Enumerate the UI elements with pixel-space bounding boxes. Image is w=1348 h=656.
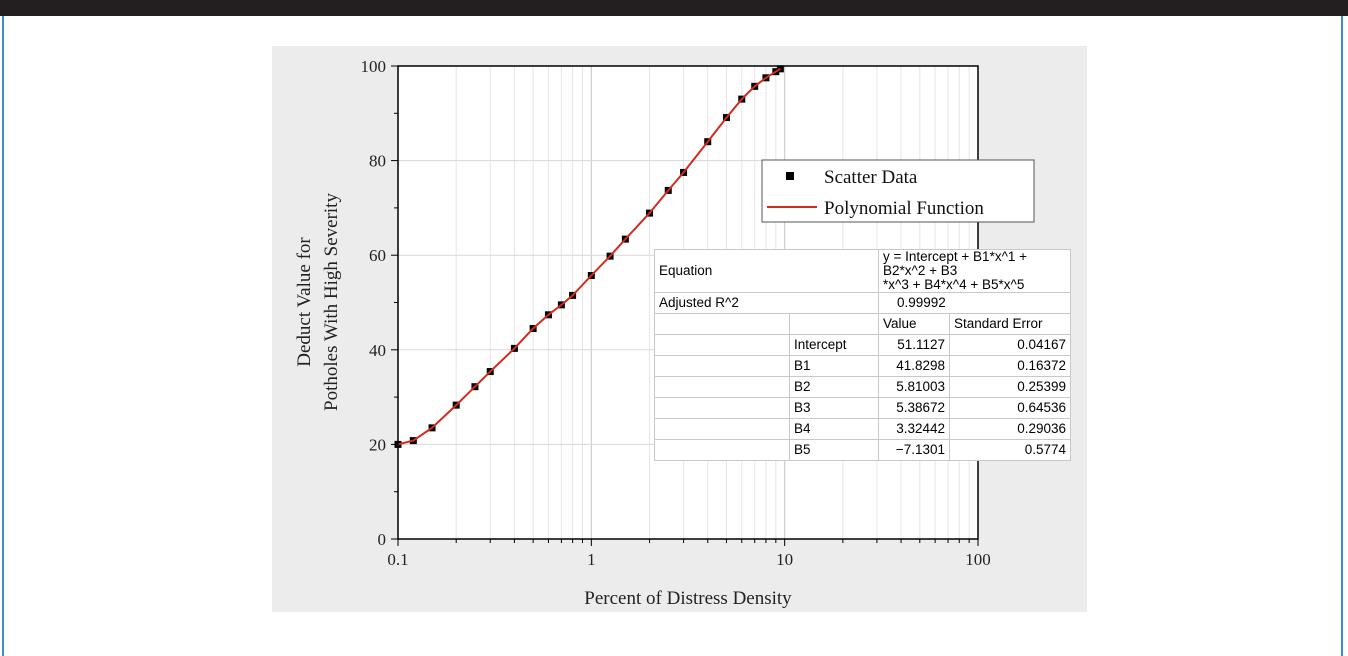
x-tick-label: 100 [965,550,991,569]
param-stderr: 0.29036 [949,418,1071,440]
x-tick-label: 10 [776,550,793,569]
param-row: B3 5.38672 0.64536 [654,397,1071,419]
y-tick-label: 0 [378,530,387,549]
stderr-header: Standard Error [949,313,1071,335]
y-axis-label-line2: Potholes With High Severity [321,193,342,411]
equation-line1: y = Intercept + B1*x^1 + B2*x^2 + B3 [883,249,1028,278]
param-stderr: 0.04167 [949,334,1071,356]
param-stderr: 0.16372 [949,355,1071,377]
x-axis-label: Percent of Distress Density [584,588,792,609]
blank-cell [654,355,790,377]
y-tick-label: 100 [361,57,387,76]
y-tick-label: 40 [369,341,386,360]
param-stderr: 0.5774 [949,439,1071,461]
blank-cell [654,334,790,356]
param-name: B4 [789,418,879,440]
param-stderr: 0.64536 [949,397,1071,419]
param-value: −7.1301 [878,439,950,461]
equation-text: y = Intercept + B1*x^1 + B2*x^2 + B3 *x^… [878,249,1071,293]
param-value: 3.32442 [878,418,950,440]
param-stderr: 0.25399 [949,376,1071,398]
blank-cell [654,418,790,440]
param-value: 41.8298 [878,355,950,377]
blank-cell [654,376,790,398]
param-name: B1 [789,355,879,377]
page-frame [2,16,1343,656]
param-value: 51.1127 [878,334,950,356]
legend-line-label: Polynomial Function [824,198,984,219]
x-tick-label: 1 [587,550,596,569]
legend: Scatter Data Polynomial Function [761,159,1035,223]
param-row: B4 3.32442 0.29036 [654,418,1071,440]
fit-parameters-table: Equation y = Intercept + B1*x^1 + B2*x^2… [654,249,1071,461]
param-name: Intercept [789,334,879,356]
param-row: B5 −7.1301 0.5774 [654,439,1071,461]
ticks [391,65,979,546]
x-tick-label: 0.1 [387,550,408,569]
tick-labels: 0.1 1 10 100 0 20 40 60 80 100 [361,57,991,569]
adj-r2-value: 0.99992 [878,292,1071,314]
equation-line2: *x^3 + B4*x^4 + B5*x^5 [883,277,1025,292]
y-tick-label: 80 [369,152,386,171]
top-bar [0,0,1348,16]
y-tick-label: 20 [369,435,386,454]
legend-scatter-label: Scatter Data [824,167,918,188]
param-value: 5.38672 [878,397,950,419]
y-axis-label-line1: Deduct Value for [294,237,315,367]
legend-box [761,159,1035,223]
param-value: 5.81003 [878,376,950,398]
blank-cell [654,439,790,461]
param-row: B2 5.81003 0.25399 [654,376,1071,398]
legend-scatter-marker [786,172,794,180]
param-name: B3 [789,397,879,419]
fit-line [397,67,781,446]
equation-row: Equation y = Intercept + B1*x^1 + B2*x^2… [654,249,1071,293]
param-row: B1 41.8298 0.16372 [654,355,1071,377]
param-name: B5 [789,439,879,461]
equation-label: Equation [654,249,879,293]
blank-cell [654,397,790,419]
param-name: B2 [789,376,879,398]
value-header: Value [878,313,950,335]
param-row: Intercept 51.1127 0.04167 [654,334,1071,356]
header-row: Value Standard Error [654,313,1071,335]
adj-r2-label: Adjusted R^2 [654,292,879,314]
y-tick-label: 60 [369,246,386,265]
adj-r2-row: Adjusted R^2 0.99992 [654,292,1071,314]
